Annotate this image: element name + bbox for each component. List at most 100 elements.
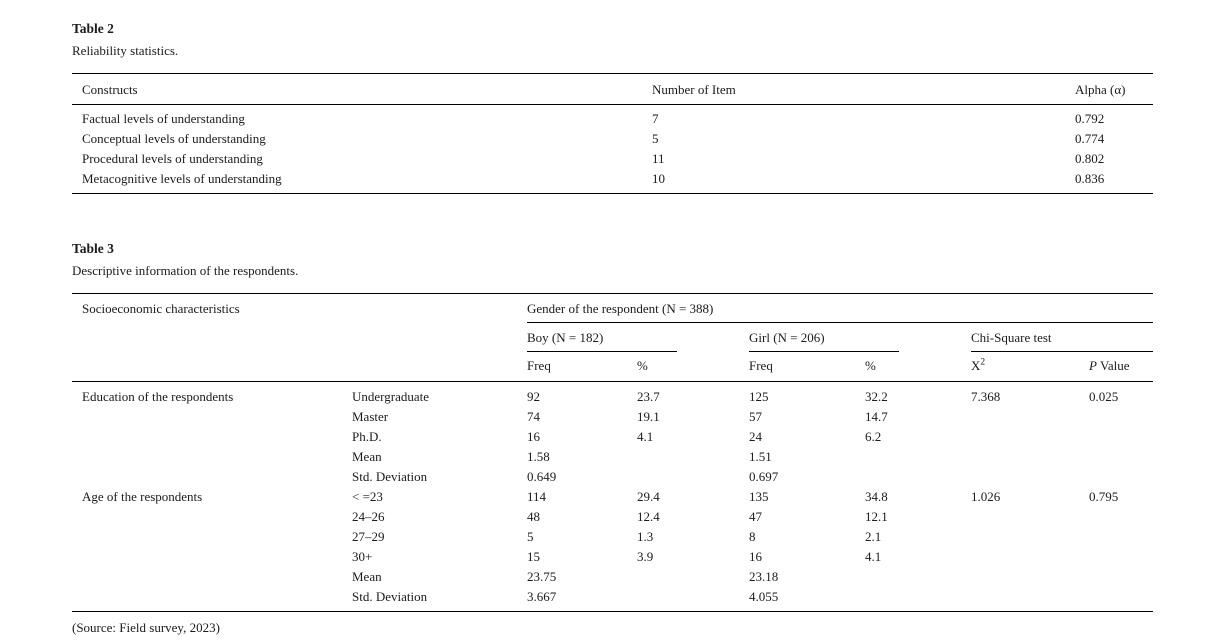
- cell-boy-freq: 16: [527, 429, 540, 444]
- header-boy-group: Boy (N = 182): [527, 323, 749, 352]
- cell-x2: [971, 587, 1089, 612]
- x2-base: X: [971, 358, 981, 373]
- cell-characteristic: [72, 567, 352, 587]
- cell-girl-pct: 4.1: [865, 549, 882, 564]
- section-gap: [72, 194, 1153, 240]
- cell-girl-pct: 2.1: [865, 529, 882, 544]
- cell-girl-freq: 57: [749, 409, 762, 424]
- header-constructs: Constructs: [72, 73, 652, 105]
- table-2-caption: Reliability statistics.: [72, 43, 179, 58]
- cell-boy-freq: 3.667: [527, 589, 557, 604]
- cell-p-value: [1089, 567, 1153, 587]
- page-content: Table 2 Reliability statistics. Construc…: [72, 20, 1154, 636]
- cell-x2: 1.026: [971, 489, 1001, 504]
- cell-boy-pct: 12.4: [637, 509, 660, 524]
- cell-girl-pct: 34.8: [865, 489, 888, 504]
- cell-characteristic: Education of the respondents: [82, 389, 234, 404]
- cell-boy-pct: 29.4: [637, 489, 660, 504]
- cell-girl-pct: 14.7: [865, 409, 888, 424]
- cell-girl-freq: 16: [749, 549, 762, 564]
- table-row: Std. Deviation 3.667 4.055: [72, 587, 1153, 612]
- cell-p-value: [1089, 467, 1153, 487]
- cell-alpha: 0.802: [1075, 151, 1105, 166]
- table-row: Master 74 19.1 57 14.7: [72, 407, 1153, 427]
- cell-x2: [971, 407, 1089, 427]
- cell-characteristic: [72, 527, 352, 547]
- cell-boy-freq: 74: [527, 409, 540, 424]
- cell-boy-pct: [637, 587, 749, 612]
- cell-p-value: [1089, 407, 1153, 427]
- cell-boy-freq: 1.58: [527, 449, 550, 464]
- table-row: 24–26 48 12.4 47 12.1: [72, 507, 1153, 527]
- cell-boy-pct: 1.3: [637, 529, 654, 544]
- table-row: Factual levels of understanding 7 0.792: [72, 105, 1153, 130]
- cell-boy-pct: 19.1: [637, 409, 660, 424]
- cell-characteristic: [72, 587, 352, 612]
- table-row: Ph.D. 16 4.1 24 6.2: [72, 427, 1153, 447]
- table-row: Std. Deviation 0.649 0.697: [72, 467, 1153, 487]
- header-number-of-item: Number of Item: [652, 73, 1075, 105]
- cell-category: 24–26: [352, 509, 385, 524]
- header-boy-group-label: Boy (N = 182): [527, 323, 677, 352]
- header-girl-freq: Freq: [749, 352, 865, 382]
- table-row: 27–29 5 1.3 8 2.1: [72, 527, 1153, 547]
- cell-x2: 7.368: [971, 389, 1001, 404]
- cell-boy-freq: 0.649: [527, 469, 557, 484]
- cell-x2: [971, 507, 1089, 527]
- cell-x2: [971, 527, 1089, 547]
- cell-characteristic: [72, 407, 352, 427]
- header-boy-pct: %: [637, 352, 749, 382]
- cell-category: < =23: [352, 489, 383, 504]
- header-p-value: P Value: [1089, 352, 1154, 382]
- header-girl-pct: %: [865, 352, 971, 382]
- cell-boy-freq: 23.75: [527, 569, 557, 584]
- cell-girl-freq: 47: [749, 509, 762, 524]
- cell-p-value: [1089, 427, 1153, 447]
- header-chi-square-group: Chi-Square test: [971, 323, 1154, 352]
- cell-p-value: [1089, 507, 1153, 527]
- reliability-statistics-table: Constructs Number of Item Alpha (α) Fact…: [72, 73, 1153, 194]
- cell-boy-pct: [637, 447, 749, 467]
- cell-boy-freq: 92: [527, 389, 540, 404]
- cell-girl-freq: 125: [749, 389, 769, 404]
- header-chi-square-statistic: X2: [971, 352, 1089, 382]
- header-girl-group-label: Girl (N = 206): [749, 323, 899, 352]
- cell-category: Master: [352, 409, 389, 424]
- cell-p-value: 0.025: [1089, 389, 1119, 404]
- cell-girl-freq: 23.18: [749, 569, 779, 584]
- table-3-caption: Descriptive information of the responden…: [72, 263, 299, 278]
- cell-p-value: [1089, 547, 1153, 567]
- header-alpha: Alpha (α): [1075, 73, 1153, 105]
- cell-category: Std. Deviation: [352, 469, 428, 484]
- cell-girl-pct: [865, 567, 971, 587]
- cell-category: 27–29: [352, 529, 385, 544]
- x2-superscript: 2: [980, 357, 986, 368]
- table-3-section: Table 3 Descriptive information of the r…: [72, 240, 1154, 636]
- cell-alpha: 0.836: [1075, 171, 1105, 186]
- cell-construct: Metacognitive levels of understanding: [82, 171, 282, 186]
- cell-girl-freq: 4.055: [749, 589, 779, 604]
- cell-boy-freq: 15: [527, 549, 540, 564]
- table-row: Mean 23.75 23.18: [72, 567, 1153, 587]
- cell-x2: [971, 547, 1089, 567]
- cell-characteristic: [72, 427, 352, 447]
- table-3-label: Table 3: [72, 241, 114, 256]
- group-header-row-2: Boy (N = 182) Girl (N = 206) Chi-Square …: [72, 323, 1154, 352]
- cell-boy-pct: [637, 467, 749, 487]
- table-row: Education of the respondents Undergradua…: [72, 382, 1153, 408]
- cell-girl-pct: [865, 587, 971, 612]
- cell-construct: Procedural levels of understanding: [82, 151, 263, 166]
- cell-category: Mean: [352, 449, 382, 464]
- cell-boy-pct: 3.9: [637, 549, 654, 564]
- table-row: Age of the respondents < =23 114 29.4 13…: [72, 487, 1153, 507]
- cell-girl-freq: 8: [749, 529, 756, 544]
- cell-p-value: [1089, 527, 1153, 547]
- cell-boy-pct: [637, 567, 749, 587]
- source-note: (Source: Field survey, 2023): [72, 620, 220, 635]
- cell-boy-pct: 4.1: [637, 429, 654, 444]
- cell-x2: [971, 567, 1089, 587]
- cell-x2: [971, 427, 1089, 447]
- header-gender-group: Gender of the respondent (N = 388): [527, 293, 1154, 323]
- cell-girl-freq: 24: [749, 429, 762, 444]
